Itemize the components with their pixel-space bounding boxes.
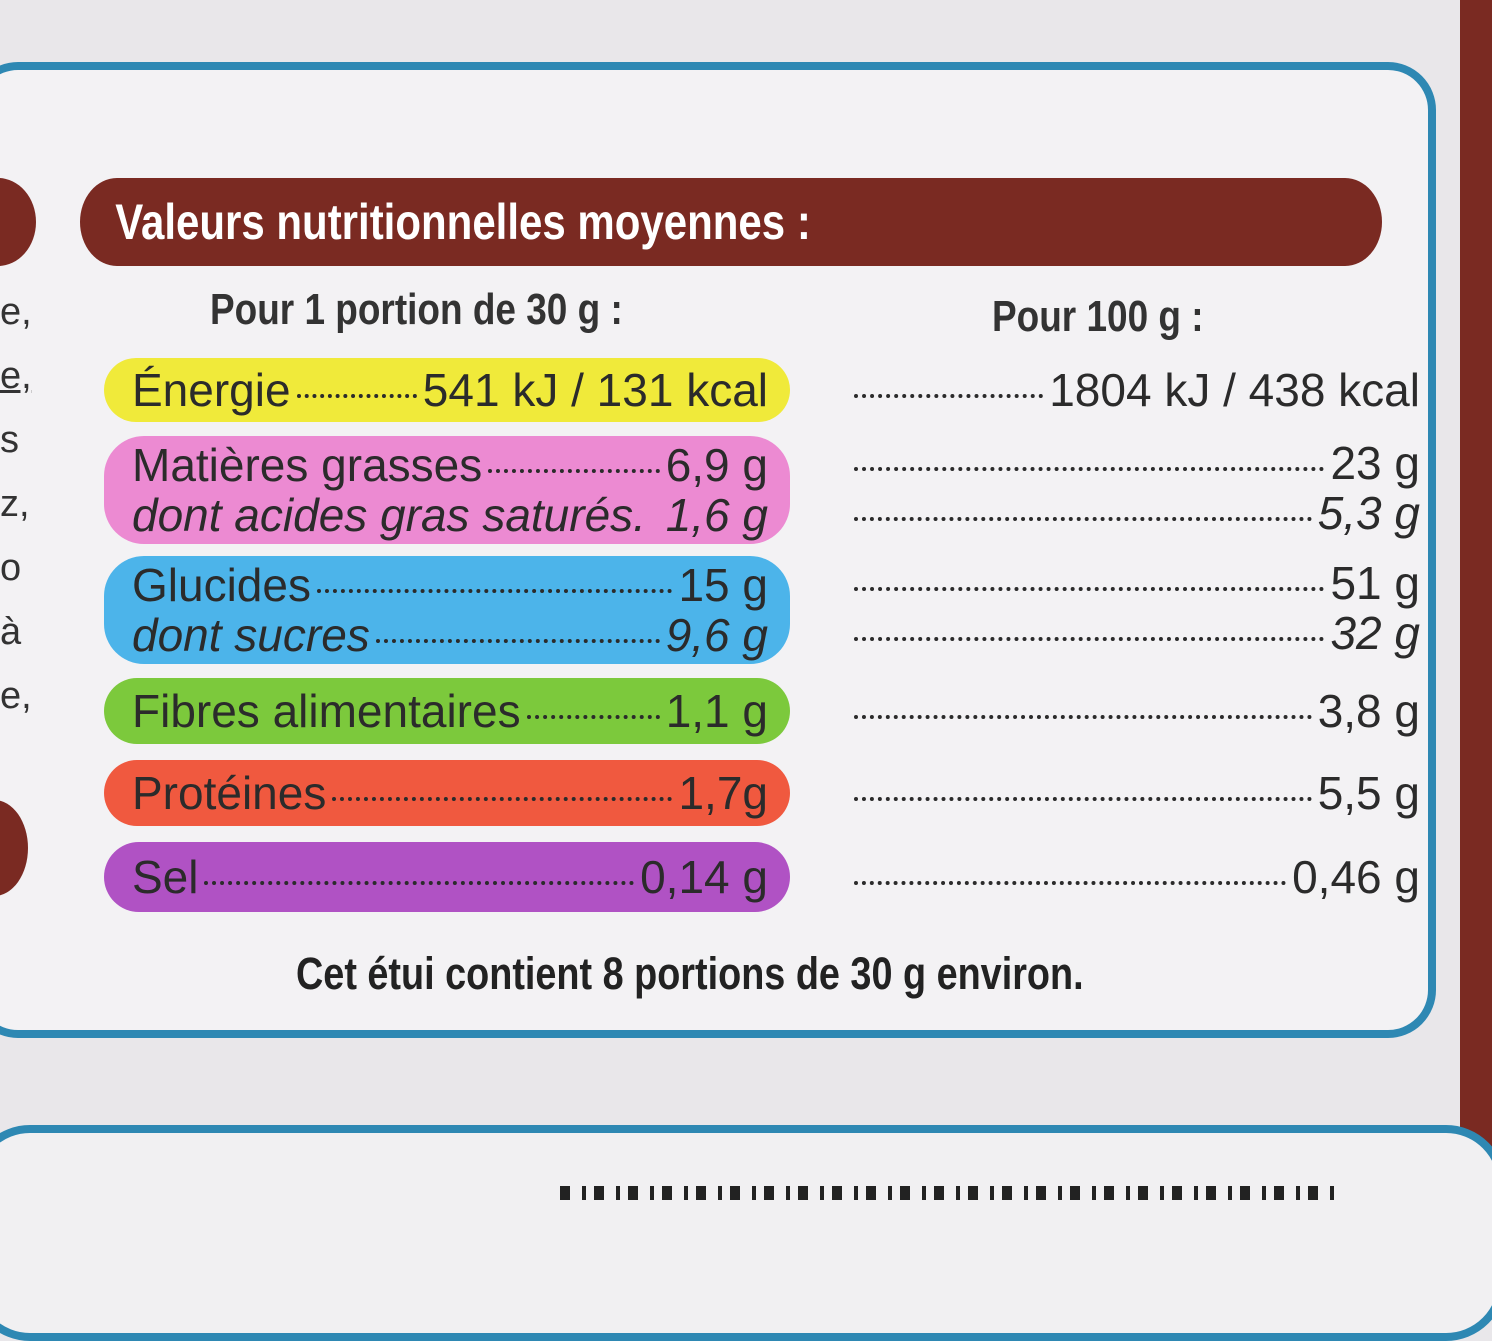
per100-row-fiber: 3,8 g	[848, 678, 1420, 744]
fragment: o	[0, 547, 22, 589]
leader-dots	[854, 467, 1325, 471]
row-label: Énergie	[132, 364, 291, 416]
per100-row-protein: 5,5 g	[848, 760, 1420, 826]
row-label: Fibres alimentaires	[132, 685, 521, 737]
per100-row-saturated: 5,3 g	[848, 488, 1420, 538]
left-text-fragments: e, e, s z, o à e,	[0, 280, 32, 728]
header-per-100g: Pour 100 g :	[992, 292, 1204, 341]
salt-pill: Sel 0,14 g	[104, 842, 790, 912]
row-value-per100: 5,3 g	[1317, 487, 1420, 539]
row-value-per100: 1804 kJ / 438 kcal	[1049, 364, 1420, 416]
fragment: à	[0, 611, 22, 653]
per100-row-salt: 0,46 g	[848, 842, 1420, 912]
fat-pill: Matières grasses 6,9 g dont acides gras …	[104, 436, 790, 544]
carbohydrate-pill: Glucides 15 g dont sucres 9,6 g	[104, 556, 790, 664]
row-value-per100: 32 g	[1330, 607, 1420, 659]
row-label: Matières grasses	[132, 439, 483, 491]
fragment: e,	[0, 291, 32, 333]
row-value-per100: 0,46 g	[1292, 851, 1420, 903]
leader-dots	[854, 715, 1312, 719]
leader-dots	[316, 589, 673, 593]
leader-dots	[296, 394, 417, 398]
leader-dots	[854, 637, 1325, 641]
row-label: Protéines	[132, 767, 327, 819]
row-label: Sel	[132, 851, 199, 903]
row-value-portion: 1,6 g	[665, 489, 768, 541]
protein-pill: Protéines 1,7g	[104, 760, 790, 826]
fragment: s	[0, 419, 19, 461]
leader-dots	[204, 881, 635, 885]
per100-row-sugars: 32 g	[848, 608, 1420, 658]
leader-dots	[375, 639, 660, 643]
barcode-fragment	[560, 1186, 1340, 1200]
row-label: dont sucres	[132, 609, 370, 661]
row-label: Glucides	[132, 559, 311, 611]
leader-dots	[332, 797, 673, 801]
fragment: e,	[0, 675, 32, 717]
leader-dots	[526, 715, 660, 719]
leader-dots	[488, 469, 660, 473]
row-value-portion: 1,1 g	[665, 685, 768, 737]
row-value-per100: 23 g	[1330, 437, 1420, 489]
portions-note: Cet étui contient 8 portions de 30 g env…	[296, 948, 1084, 999]
package-edge-strip	[1460, 0, 1492, 1200]
row-value-portion: 0,14 g	[640, 851, 768, 903]
row-value-per100: 51 g	[1330, 557, 1420, 609]
row-value-portion: 9,6 g	[665, 609, 768, 661]
row-value-portion: 1,7g	[678, 767, 768, 819]
page-title: Valeurs nutritionnelles moyennes :	[115, 194, 811, 250]
per100-row-carbohydrate: 51 g	[848, 558, 1420, 608]
leader-dots	[854, 881, 1287, 885]
header-per-portion: Pour 1 portion de 30 g :	[210, 285, 623, 334]
leader-dots	[854, 517, 1312, 521]
row-value-portion: 541 kJ / 131 kcal	[422, 364, 768, 416]
energy-pill: Énergie 541 kJ / 131 kcal	[104, 358, 790, 422]
per100-row-energy: 1804 kJ / 438 kcal	[848, 358, 1420, 422]
fiber-pill: Fibres alimentaires 1,1 g	[104, 678, 790, 744]
leader-dots	[854, 797, 1312, 801]
row-value-portion: 6,9 g	[665, 439, 768, 491]
leader-dots	[854, 587, 1325, 591]
next-panel	[0, 1125, 1492, 1341]
per100-row-fat: 23 g	[848, 438, 1420, 488]
leader-dots	[854, 394, 1044, 398]
row-value-per100: 5,5 g	[1317, 767, 1420, 819]
row-value-per100: 3,8 g	[1317, 685, 1420, 737]
fragment: e,	[0, 355, 32, 397]
fragment: z,	[0, 483, 30, 525]
row-value-portion: 15 g	[678, 559, 768, 611]
row-label: dont acides gras saturés.	[132, 489, 646, 541]
title-banner: Valeurs nutritionnelles moyennes :	[80, 178, 1382, 266]
